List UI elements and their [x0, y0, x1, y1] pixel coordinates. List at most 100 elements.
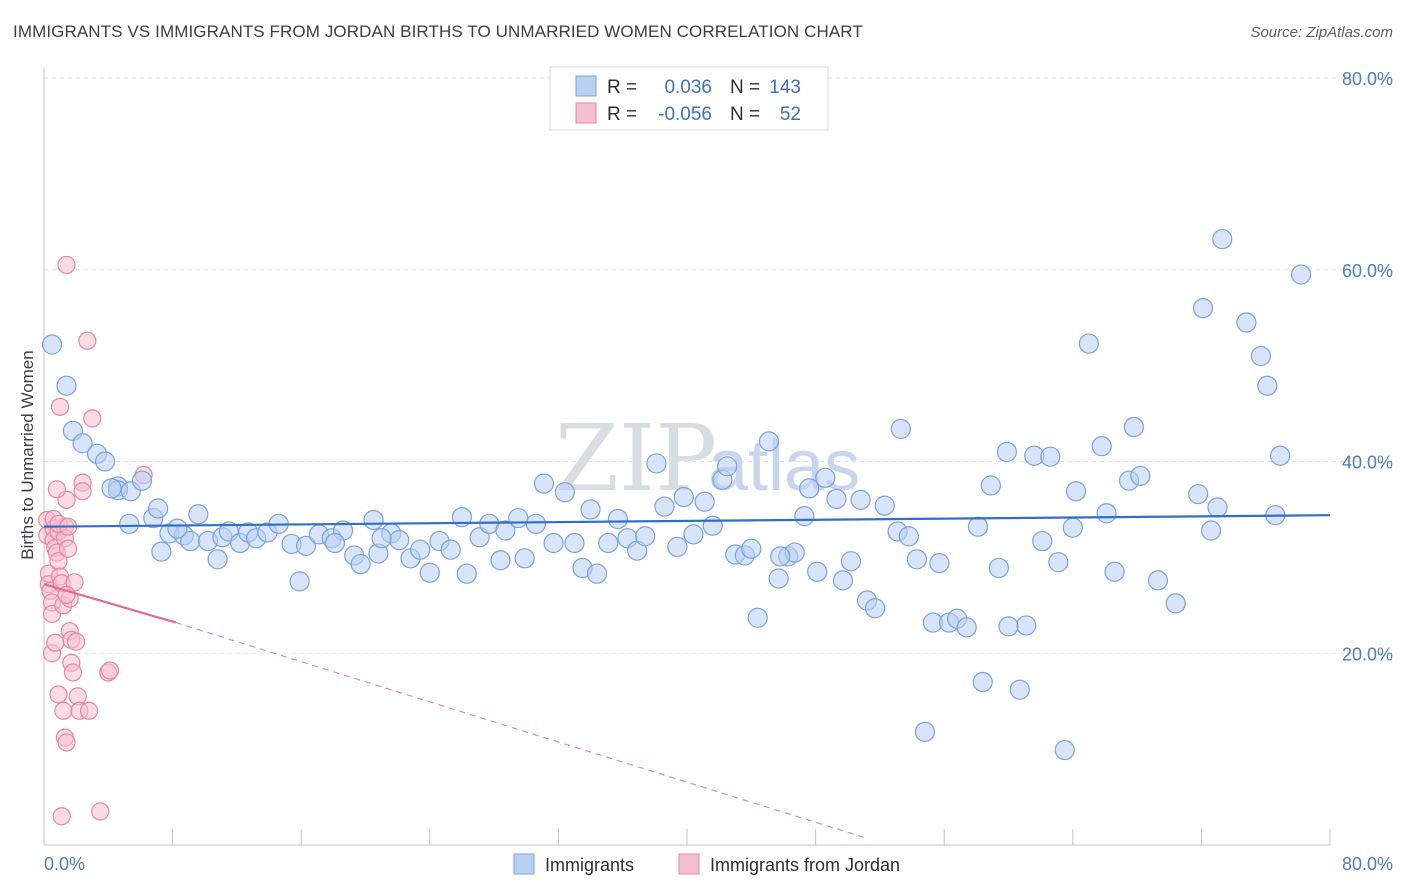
bottom-legend-swatch-jordan	[678, 853, 700, 875]
immigrants-point	[768, 568, 789, 589]
immigrants-point	[694, 491, 715, 512]
y-tick-label-2: 60.0%	[1342, 261, 1393, 281]
immigrants-point	[148, 498, 169, 519]
jordan-point	[91, 802, 110, 821]
x-tick-label-0: 0.0%	[44, 854, 85, 874]
immigrants-point	[371, 528, 392, 549]
legend-swatch-immigrants	[575, 75, 597, 97]
immigrants-point	[1147, 570, 1169, 591]
immigrants-point	[490, 550, 511, 571]
immigrants-point	[508, 507, 529, 529]
immigrants-point	[207, 549, 228, 570]
jordan-point	[63, 663, 83, 682]
immigrants-point	[1290, 264, 1312, 285]
immigrants-point	[1165, 593, 1186, 614]
immigrants-point	[564, 532, 585, 554]
immigrants-point	[646, 453, 667, 474]
immigrants-point	[514, 548, 535, 569]
immigrants-point	[167, 518, 188, 539]
immigrants-point	[495, 520, 516, 541]
immigrants-point	[758, 431, 780, 452]
immigrants-point	[898, 526, 919, 547]
immigrants-point	[1236, 312, 1257, 333]
immigrants-point	[799, 478, 820, 499]
immigrants-point	[1270, 445, 1291, 466]
jordan-point	[46, 633, 65, 652]
trend-line-jordan-extended	[175, 621, 865, 838]
immigrants-point	[832, 570, 854, 591]
immigrants-point	[1188, 483, 1209, 505]
y-axis-title: Births to Unmarried Women	[18, 350, 37, 559]
jordan-point	[73, 482, 92, 501]
immigrants-point	[1048, 552, 1069, 573]
immigrants-point	[667, 536, 688, 557]
immigrants-point	[440, 539, 461, 560]
immigrants-point	[1257, 375, 1278, 396]
immigrants-point	[1065, 481, 1087, 502]
immigrants-point	[1054, 739, 1075, 761]
immigrants-point	[1130, 465, 1151, 486]
legend-r-value-immigrants: 0.036	[664, 77, 712, 98]
jordan-point	[52, 807, 71, 826]
immigrants-point	[929, 553, 950, 574]
immigrants-point	[1250, 345, 1271, 367]
grid-lines	[44, 77, 1393, 654]
x-tick-label-1: 80.0%	[1342, 854, 1393, 874]
immigrants-point	[980, 475, 1001, 496]
y-tick-label-3: 80.0%	[1342, 69, 1393, 89]
legend-r-label-immigrants: R =	[607, 77, 637, 98]
immigrants-point	[131, 470, 153, 491]
immigrants-point	[1123, 416, 1144, 438]
immigrants-point	[324, 532, 346, 554]
immigrants-point	[295, 535, 317, 556]
immigrants-point	[188, 504, 209, 525]
series-jordan-points	[38, 255, 153, 826]
immigrants-point	[967, 516, 989, 537]
trend-line-immigrants	[43, 514, 1331, 528]
y-tick-label-0: 20.0%	[1342, 644, 1393, 664]
immigrants-point	[525, 513, 546, 534]
bottom-legend-label-immigrants: Immigrants	[545, 855, 634, 875]
legend-n-value-immigrants: 143	[769, 77, 801, 98]
immigrants-point	[41, 334, 63, 355]
immigrants-point	[826, 488, 847, 509]
bottom-legend-label-jordan: Immigrants from Jordan	[710, 855, 900, 875]
series-immigrants-points	[41, 228, 1312, 761]
immigrants-point	[717, 456, 738, 477]
immigrants-point	[1062, 517, 1083, 538]
immigrants-point	[580, 499, 601, 520]
immigrants-point	[1104, 561, 1125, 582]
immigrants-point	[972, 671, 993, 693]
trend-lines	[43, 514, 1331, 838]
immigrants-point	[1207, 497, 1228, 518]
jordan-point	[49, 685, 68, 704]
immigrants-point	[389, 530, 410, 551]
immigrants-point	[794, 506, 815, 527]
immigrants-point	[543, 532, 564, 554]
immigrants-point	[533, 473, 555, 494]
immigrants-point	[1192, 298, 1214, 319]
immigrants-point	[996, 441, 1017, 463]
y-tick-labels: 20.0% 40.0% 60.0% 80.0%	[1342, 69, 1393, 664]
jordan-point	[59, 539, 78, 558]
immigrants-point	[874, 495, 895, 516]
immigrants-point	[741, 538, 762, 559]
series-legend: Immigrants Immigrants from Jordan	[513, 853, 900, 875]
immigrants-point	[988, 557, 1009, 579]
immigrants-point	[747, 607, 768, 628]
legend-n-label-immigrants: N =	[730, 77, 760, 98]
immigrants-point	[1009, 679, 1030, 700]
immigrants-point	[850, 489, 871, 510]
immigrants-point	[363, 509, 384, 531]
legend-n-value-jordan: 52	[780, 104, 801, 125]
immigrants-point	[956, 617, 977, 638]
immigrants-point	[554, 482, 575, 503]
immigrants-point	[1016, 615, 1037, 636]
jordan-point	[50, 397, 70, 416]
immigrants-point	[101, 478, 122, 499]
immigrants-point	[1091, 436, 1112, 457]
axes	[43, 68, 1331, 846]
immigrants-point	[635, 526, 656, 547]
immigrants-point	[598, 532, 619, 554]
immigrants-point	[419, 562, 440, 583]
